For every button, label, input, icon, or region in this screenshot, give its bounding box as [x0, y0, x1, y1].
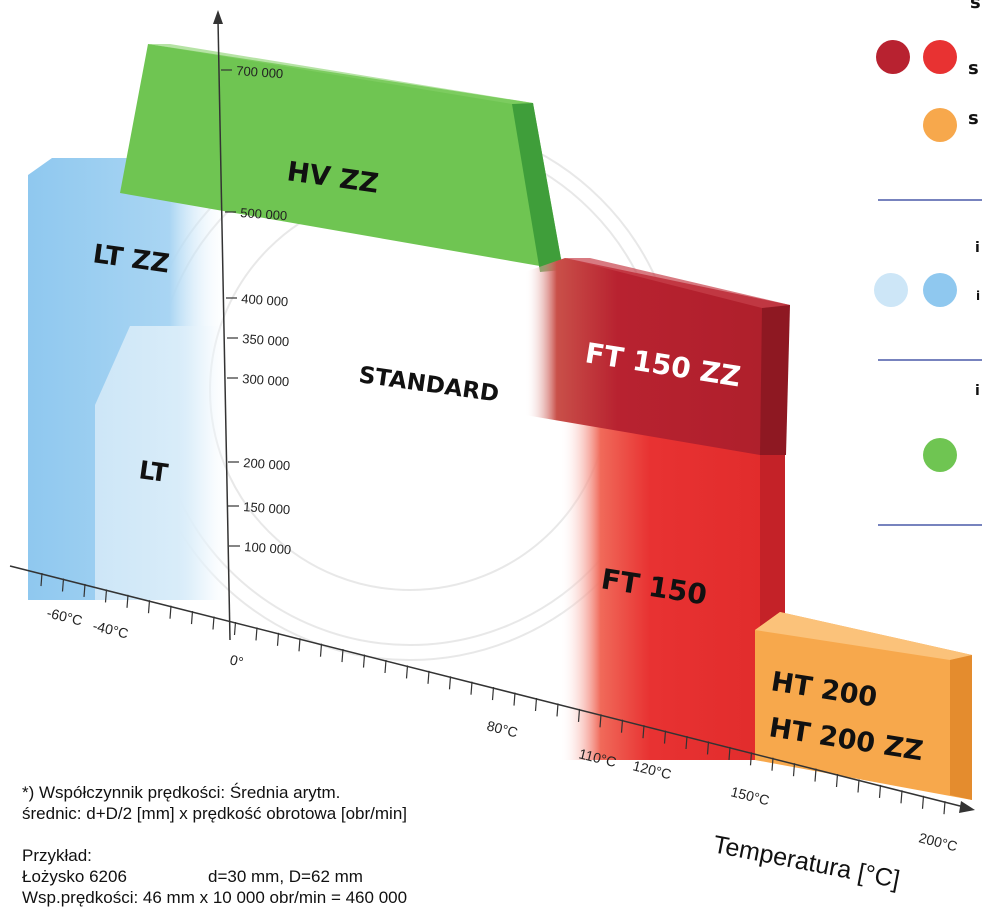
- legend-text-fragment: s: [968, 58, 979, 79]
- legend-dot-icon: [923, 40, 957, 74]
- legend-dot-icon: [923, 273, 957, 307]
- x-axis-tick: [921, 795, 925, 809]
- y-axis: [217, 19, 231, 641]
- x-axis-tick: [878, 784, 882, 798]
- x-tick-label: 120°C: [631, 757, 673, 782]
- x-axis-tick: [857, 779, 860, 793]
- x-axis-tick: [255, 627, 258, 641]
- x-axis-tick: [900, 790, 903, 804]
- footnote-line: średnic: d+D/2 [mm] x prędkość obrotowa …: [22, 804, 408, 823]
- x-axis-tick: [728, 746, 731, 760]
- x-axis-tick: [663, 730, 667, 744]
- x-axis-tick: [169, 605, 172, 619]
- x-axis-tick: [685, 735, 688, 750]
- legend-text-fragment: s: [968, 108, 979, 129]
- footnote-line: *) Współczynnik prędkości: Średnia arytm…: [22, 783, 341, 802]
- x-axis-tick: [556, 703, 559, 717]
- x-axis-ticks: [40, 573, 946, 815]
- legend-dot-icon: [874, 273, 908, 307]
- x-tick-label: 150°C: [729, 783, 771, 808]
- y-tick-label: 100 000: [244, 539, 292, 557]
- bearing-dims: d=30 mm, D=62 mm: [208, 867, 363, 886]
- legend-dot-icon: [923, 108, 957, 142]
- x-axis-tick: [341, 649, 344, 663]
- x-axis-tick: [405, 665, 409, 679]
- x-axis-label: Temperatura [°C]: [711, 830, 902, 894]
- y-axis-arrow-icon: [213, 10, 223, 24]
- x-tick-label: -40°C: [91, 617, 130, 641]
- footnote-line: Łożysko 6206 d=30 mm, D=62 mm: [22, 866, 542, 887]
- x-axis-tick: [212, 616, 215, 630]
- y-tick-label: 150 000: [243, 499, 291, 517]
- bearing-name: Łożysko 6206: [22, 867, 127, 886]
- x-tick-label: 0°: [228, 651, 245, 670]
- region-hv-zz: [120, 44, 563, 272]
- x-axis-tick: [126, 594, 129, 608]
- legend-text-fragment: s: [970, 0, 981, 13]
- x-axis-tick: [362, 654, 366, 668]
- x-axis-tick: [448, 676, 452, 690]
- x-axis-tick: [814, 768, 817, 782]
- region-lt: [95, 326, 230, 600]
- legend-dot-icon: [876, 40, 910, 74]
- y-tick-label: 400 000: [241, 291, 289, 309]
- y-tick-label: 300 000: [242, 371, 290, 389]
- x-axis-tick: [104, 589, 108, 603]
- x-axis-arrow-icon: [959, 801, 975, 813]
- x-axis-tick: [534, 697, 538, 712]
- x-axis-tick: [233, 621, 237, 636]
- y-axis-ticks: [221, 69, 240, 547]
- x-axis-tick: [427, 670, 430, 684]
- legend-text-fragment: i: [975, 240, 980, 256]
- region-ht200: [755, 612, 972, 800]
- x-tick-label: 200°C: [917, 829, 959, 854]
- y-tick-label: 200 000: [243, 455, 291, 473]
- legend-dot-icon: [923, 438, 957, 472]
- legend-text-fragment: i: [976, 289, 980, 303]
- x-axis-tick: [61, 578, 65, 592]
- legend: s s s i i i: [874, 0, 982, 526]
- x-axis-tick: [620, 719, 624, 733]
- x-axis-tick: [298, 638, 301, 652]
- x-axis-tick: [190, 611, 194, 625]
- x-axis-tick: [943, 801, 946, 815]
- x-axis-tick: [771, 757, 774, 771]
- x-axis-tick: [40, 573, 43, 587]
- footnote-line: Wsp.prędkości: 46 mm x 10 000 obr/min = …: [22, 888, 408, 907]
- y-tick-label: 350 000: [242, 331, 290, 349]
- y-axis-tick-labels: 700 000 500 000 400 000 350 000 300 000 …: [236, 63, 292, 557]
- x-axis-tick: [491, 687, 495, 701]
- x-axis-tick: [642, 725, 645, 739]
- footnote: *) Współczynnik prędkości: Średnia arytm…: [22, 782, 542, 908]
- label-standard: STANDARD: [357, 362, 500, 407]
- x-axis-tick: [749, 752, 753, 766]
- x-axis-tick: [319, 643, 323, 657]
- x-axis-tick: [599, 714, 602, 728]
- y-tick-label: 700 000: [236, 63, 284, 81]
- x-axis-tick: [835, 773, 839, 788]
- y-tick-label: 500 000: [240, 205, 288, 223]
- footnote-line: Przykład:: [22, 846, 92, 865]
- label-lt: LT: [137, 455, 170, 488]
- x-axis-tick: [792, 763, 796, 777]
- x-axis-tick: [706, 741, 710, 755]
- x-axis-tick: [147, 600, 151, 614]
- x-tick-label: 80°C: [485, 717, 519, 740]
- x-axis-tick: [384, 659, 387, 674]
- legend-text-fragment: i: [975, 383, 980, 399]
- x-axis-tick: [577, 708, 581, 722]
- x-axis-tick: [513, 692, 516, 706]
- x-axis-tick: [83, 583, 86, 597]
- x-tick-label: -60°C: [45, 604, 84, 628]
- x-axis-tick: [276, 632, 280, 646]
- region-ft150zz: [525, 258, 790, 455]
- x-axis-tick: [470, 681, 473, 695]
- x-axis: [9, 565, 969, 809]
